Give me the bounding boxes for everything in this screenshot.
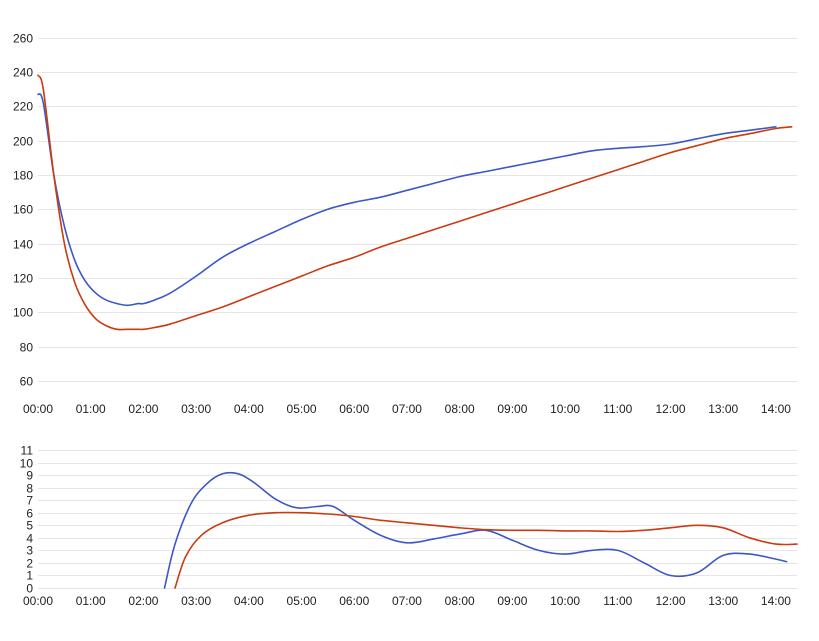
bottom-series-red-line [174, 511, 798, 589]
top-y-tick-label: 220 [13, 100, 33, 114]
bottom-y-tick-label: 5 [26, 519, 33, 533]
top-x-tick-label: 02:00 [128, 402, 158, 416]
top-y-tick-label: 240 [13, 66, 33, 80]
bottom-x-tick-label: 14:00 [761, 594, 791, 608]
top-x-tick-label: 13:00 [708, 402, 738, 416]
bottom-y-tick-label: 3 [26, 544, 33, 558]
top-x-tick-label: 09:00 [497, 402, 527, 416]
top-x-tick-label: 10:00 [550, 402, 580, 416]
bottom-x-tick-label: 07:00 [392, 594, 422, 608]
top-x-tick-label: 11:00 [603, 402, 632, 416]
bottom-x-tick-label: 06:00 [339, 594, 369, 608]
bottom-y-tick-label: 11 [21, 444, 34, 458]
top-x-tick-label: 01:00 [76, 402, 106, 416]
bottom-x-tick-label: 09:00 [497, 594, 527, 608]
top-y-tick-label: 160 [13, 203, 33, 217]
bottom-y-tick-label: 0 [26, 582, 33, 596]
top-x-tick-label: 00:00 [23, 402, 53, 416]
top-y-tick-label: 120 [13, 272, 33, 286]
bottom-y-tick-label: 9 [26, 469, 33, 483]
top-y-tick-label: 200 [13, 135, 33, 149]
bottom-x-tick-label: 04:00 [234, 594, 264, 608]
top-y-tick-label: 80 [20, 341, 34, 355]
bottom-y-tick-label: 1 [26, 569, 33, 583]
top-y-tick-label: 100 [13, 306, 33, 320]
bottom-x-tick-label: 02:00 [128, 594, 158, 608]
top-line-chart: 60 80 100 120 140 160 180 200 220 240 260 00:00 01:0… [13, 32, 797, 416]
bottom-y-tick-label: 6 [26, 507, 33, 521]
bottom-series-blue-line [163, 471, 788, 589]
bottom-x-tick-label: 03:00 [181, 594, 211, 608]
bottom-x-tick-label: 00:00 [23, 594, 53, 608]
top-series-blue-line [37, 93, 777, 307]
top-y-tick-label: 260 [13, 32, 33, 46]
bottom-x-tick-label: 11:00 [603, 594, 632, 608]
top-x-tick-label: 07:00 [392, 402, 422, 416]
top-x-tick-label: 05:00 [287, 402, 317, 416]
bottom-y-tick-label: 7 [26, 494, 33, 508]
top-y-tick-label: 180 [13, 169, 33, 183]
top-x-tick-label: 14:00 [761, 402, 791, 416]
top-y-tick-label: 140 [13, 238, 33, 252]
bottom-x-tick-label: 12:00 [655, 594, 685, 608]
top-x-tick-label: 12:00 [655, 402, 685, 416]
bottom-x-tick-label: 08:00 [445, 594, 475, 608]
top-x-tick-label: 06:00 [339, 402, 369, 416]
bottom-x-tick-label: 01:00 [76, 594, 106, 608]
bottom-x-tick-label: 10:00 [550, 594, 580, 608]
top-x-tick-label: 08:00 [445, 402, 475, 416]
bottom-x-tick-label: 13:00 [708, 594, 738, 608]
top-y-tick-label: 60 [20, 375, 34, 389]
bottom-y-tick-label: 2 [26, 557, 33, 571]
top-x-tick-label: 03:00 [181, 402, 211, 416]
top-x-tick-label: 04:00 [234, 402, 264, 416]
bottom-x-tick-label: 05:00 [287, 594, 317, 608]
bottom-y-tick-label: 10 [20, 457, 34, 471]
top-series-red-line [37, 74, 793, 331]
bottom-y-tick-label: 4 [26, 532, 33, 546]
bottom-y-tick-label: 8 [26, 482, 33, 496]
